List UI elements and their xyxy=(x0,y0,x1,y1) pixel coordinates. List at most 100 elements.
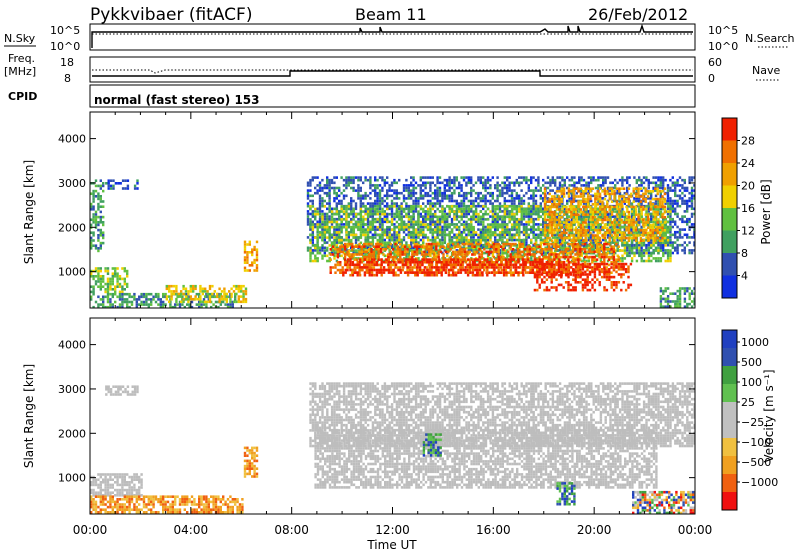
scatter-cell xyxy=(374,251,377,255)
scatter-cell xyxy=(443,231,447,234)
scatter-cell xyxy=(335,207,339,211)
scatter-cell xyxy=(321,202,324,205)
scatter-cell xyxy=(366,236,370,239)
scatter-cell xyxy=(590,225,593,229)
scatter-cell xyxy=(188,305,191,308)
scatter-cell xyxy=(472,228,475,232)
scatter-cell xyxy=(537,176,540,179)
scatter-cell xyxy=(417,228,420,231)
scatter-cell xyxy=(458,186,461,190)
scatter-cell xyxy=(470,194,473,198)
scatter-cell xyxy=(515,220,519,224)
scatter-cell xyxy=(338,189,341,192)
scatter-cell xyxy=(189,295,192,298)
scatter-cell xyxy=(326,194,329,198)
scatter-cell xyxy=(362,181,365,185)
scatter-cell xyxy=(506,207,509,211)
scatter-cell xyxy=(666,186,670,190)
scatter-cell xyxy=(532,225,535,229)
scatter-cell xyxy=(587,220,590,224)
scatter-cell xyxy=(309,178,312,182)
scatter-cell xyxy=(515,231,519,234)
scatter-cell xyxy=(580,189,583,192)
scatter-cell xyxy=(192,287,195,291)
scatter-cell xyxy=(345,207,348,211)
scatter-cell xyxy=(640,181,643,185)
scatter-cell xyxy=(314,207,317,211)
scatter-cell xyxy=(176,295,179,299)
scatter-cell xyxy=(102,182,105,185)
scatter-cell xyxy=(374,228,377,231)
scatter-cell xyxy=(340,254,343,258)
scatter-cell xyxy=(467,228,471,232)
scatter-cell xyxy=(501,225,504,229)
scatter-cell xyxy=(386,228,389,231)
scatter-cell xyxy=(693,184,695,187)
scatter-cell xyxy=(568,197,571,200)
scatter-cell xyxy=(489,184,492,187)
scatter-cell xyxy=(431,204,434,208)
scatter-cell xyxy=(99,187,102,190)
scatter-cell xyxy=(527,212,531,216)
scatter-cell xyxy=(491,197,494,200)
scatter-cell xyxy=(534,241,538,245)
scatter-cell xyxy=(436,186,439,190)
scatter-cell xyxy=(390,212,394,216)
scatter-cell xyxy=(118,282,122,286)
scatter-cell xyxy=(188,295,191,299)
scatter-cell xyxy=(211,284,214,288)
scatter-cell xyxy=(486,178,490,182)
scatter-cell xyxy=(165,297,168,301)
scatter-cell xyxy=(484,181,487,185)
scatter-cell xyxy=(465,210,468,213)
scatter-cell xyxy=(482,225,485,229)
scatter-cell xyxy=(690,191,694,195)
scatter-cell xyxy=(354,176,358,179)
scatter-cell xyxy=(585,202,588,205)
scatter-cell xyxy=(446,215,449,219)
scatter-cell xyxy=(448,225,451,229)
scatter-cell xyxy=(450,236,454,239)
scatter-cell xyxy=(244,297,248,301)
scatter-cell xyxy=(402,238,406,242)
scatter-cell xyxy=(417,223,420,226)
scatter-cell xyxy=(671,202,674,205)
scatter-cell xyxy=(374,254,377,258)
scatter-cell xyxy=(159,305,162,308)
scatter-cell xyxy=(410,184,413,187)
scatter-cell xyxy=(522,238,526,242)
scatter-cell xyxy=(354,249,358,252)
scatter-cell xyxy=(575,199,578,203)
scatter-cell xyxy=(578,215,581,219)
scatter-cell xyxy=(316,236,319,239)
scatter-cell xyxy=(549,225,552,229)
scatter-cell xyxy=(686,233,689,237)
scatter-cell xyxy=(681,217,684,221)
scatter-cell xyxy=(383,204,386,208)
scatter-cell xyxy=(522,194,526,198)
scatter-cell xyxy=(248,251,251,254)
scatter-cell xyxy=(311,202,314,205)
scatter-cell xyxy=(316,249,319,252)
scatter-cell xyxy=(590,241,593,245)
scatter-cell xyxy=(520,176,523,179)
scatter-cell xyxy=(594,236,598,239)
scatter-cell xyxy=(537,212,540,216)
scatter-cell xyxy=(217,305,220,308)
scatter-cell xyxy=(484,194,487,198)
scatter-cell xyxy=(534,233,538,237)
scatter-cell xyxy=(362,197,365,200)
scatter-cell xyxy=(633,251,636,255)
scatter-cell xyxy=(683,233,686,237)
scatter-cell xyxy=(142,303,146,306)
scatter-cell xyxy=(133,295,136,299)
scatter-cell xyxy=(501,218,504,221)
scatter-cell xyxy=(642,243,646,247)
scatter-cell xyxy=(604,178,607,182)
scatter-cell xyxy=(393,225,396,229)
scatter-cell xyxy=(518,236,521,239)
scatter-cell xyxy=(326,207,329,211)
scatter-cell xyxy=(338,186,341,190)
scatter-cell xyxy=(393,197,396,200)
